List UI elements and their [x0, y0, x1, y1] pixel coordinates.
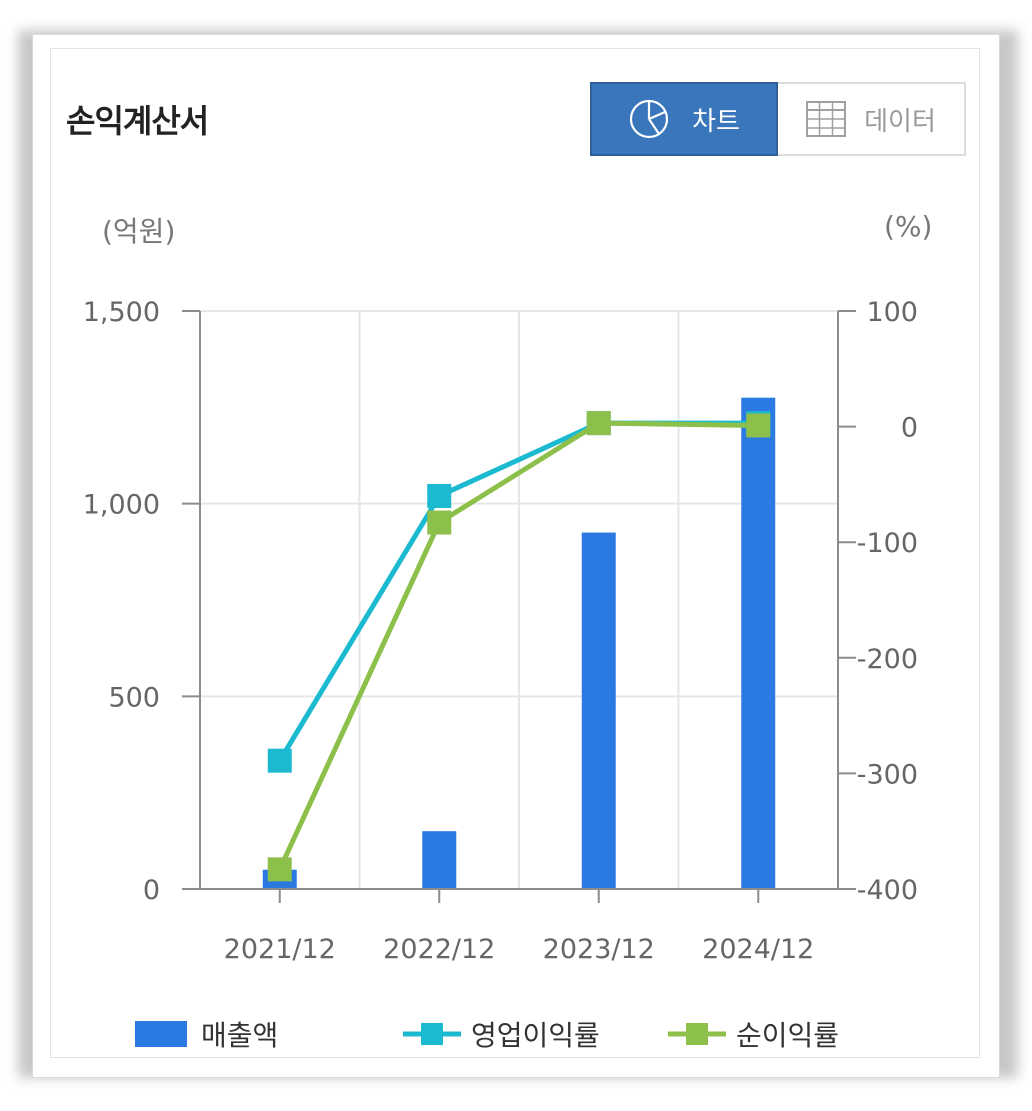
point-net-margin-3 — [746, 413, 771, 438]
point-net-margin-2 — [586, 411, 611, 436]
right-tick-label-2: -200 — [857, 644, 918, 675]
pie-chart-icon — [629, 99, 669, 139]
point-op-margin-1 — [427, 483, 452, 508]
x-tick-label-1: 2022/12 — [383, 934, 495, 965]
x-tick-label-2: 2023/12 — [543, 934, 655, 965]
point-op-margin-0 — [267, 748, 292, 773]
legend-label-net-margin: 순이익률 — [736, 1019, 840, 1052]
bar-sales-1 — [422, 831, 457, 889]
right-tick-label-5: 100 — [866, 297, 918, 328]
right-tick-label-3: -100 — [857, 528, 918, 559]
right-tick-label-4: 0 — [901, 413, 918, 444]
point-net-margin-1 — [427, 510, 452, 535]
left-tick-label-0: 0 — [143, 875, 160, 906]
left-tick-label-2: 1,000 — [83, 490, 160, 521]
x-tick-label-0: 2021/12 — [224, 934, 336, 965]
legend-swatch-net-margin — [668, 1023, 726, 1045]
legend-label-sales: 매출액 — [201, 1019, 279, 1052]
legend-item-net-margin: 순이익률 — [668, 1014, 839, 1054]
legend-item-sales: 매출액 — [135, 1014, 278, 1054]
tab-chart-label: 차트 — [692, 106, 740, 137]
x-tick-label-3: 2024/12 — [702, 934, 814, 965]
legend-label-op-margin: 영업이익률 — [471, 1019, 600, 1052]
bar-sales-2 — [581, 532, 616, 889]
table-grid-icon — [806, 101, 847, 137]
right-tick-label-0: -400 — [857, 875, 918, 906]
legend-item-op-margin: 영업이익률 — [403, 1014, 600, 1054]
page-title: 손익계산서 — [66, 102, 209, 140]
left-axis-unit: (억원) — [102, 215, 176, 248]
tab-data[interactable]: 데이터 — [778, 84, 964, 154]
left-tick-label-1: 500 — [108, 682, 160, 713]
view-toggle: 차트 데이터 — [590, 82, 966, 156]
tab-chart[interactable]: 차트 — [590, 82, 778, 156]
point-net-margin-0 — [267, 857, 292, 882]
legend-swatch-op-margin — [403, 1023, 461, 1045]
right-tick-label-1: -300 — [857, 759, 918, 790]
line-net-margin — [277, 420, 759, 871]
left-tick-label-3: 1,500 — [83, 297, 160, 328]
right-axis-unit: (%) — [884, 210, 933, 243]
legend-swatch-bar — [135, 1021, 187, 1047]
tab-data-label: 데이터 — [864, 106, 936, 137]
bar-sales-3 — [741, 397, 776, 889]
